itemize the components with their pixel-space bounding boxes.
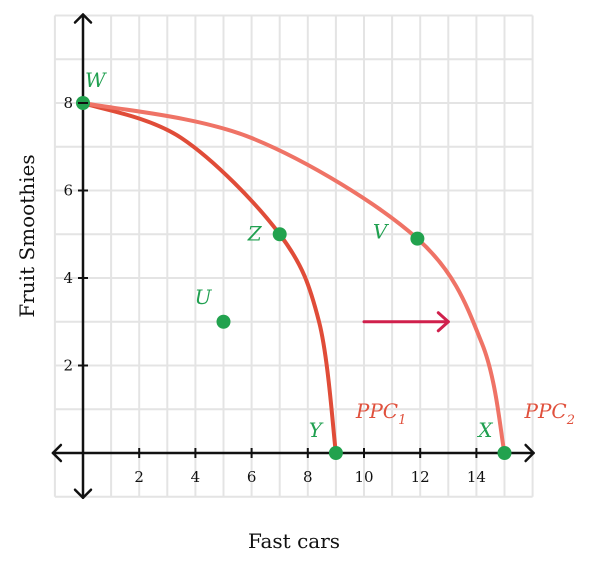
axes [51, 13, 535, 499]
y-axis-bottom-arrowhead [73, 488, 93, 499]
point-label-x: X [476, 418, 493, 442]
point-z [272, 227, 287, 242]
y-tick-label: 6 [63, 182, 73, 200]
point-label-z: Z [247, 221, 263, 245]
shift-arrowhead [436, 311, 450, 333]
point-label-w: W [85, 68, 107, 92]
y-axis-top-arrowhead [73, 13, 93, 24]
y-tick-label: 8 [63, 94, 73, 112]
x-tick-label: 4 [191, 468, 201, 486]
x-axis-title: Fast cars [248, 529, 340, 553]
x-tick-label: 2 [134, 468, 144, 486]
ppc-1-label: PPC1 [355, 399, 407, 428]
point-x [497, 446, 512, 460]
point-v [410, 231, 425, 246]
ppc-2-curve [81, 101, 507, 455]
points: W Z V U Y X [76, 68, 512, 460]
point-label-v: V [373, 220, 390, 244]
x-axis-right-arrowhead [524, 443, 535, 463]
point-label-y: Y [309, 418, 324, 442]
ppc-2-label: PPC2 [524, 399, 576, 428]
grid [53, 14, 534, 498]
y-axis-title: Fruit Smoothies [15, 154, 39, 317]
x-tick-label: 6 [247, 468, 257, 486]
x-tick-label: 14 [467, 468, 486, 486]
x-tick-label: 10 [354, 468, 373, 486]
point-label-u: U [195, 285, 213, 309]
shift-arrow [362, 311, 450, 333]
point-u [216, 314, 231, 329]
y-tick-label: 4 [63, 269, 73, 287]
x-tick-label: 8 [303, 468, 313, 486]
point-y [328, 446, 343, 460]
tick-labels: 2 4 6 8 10 12 14 2 4 6 8 [63, 94, 485, 486]
x-tick-label: 12 [411, 468, 430, 486]
y-tick-label: 2 [63, 357, 73, 375]
x-axis-left-arrowhead [51, 443, 63, 463]
